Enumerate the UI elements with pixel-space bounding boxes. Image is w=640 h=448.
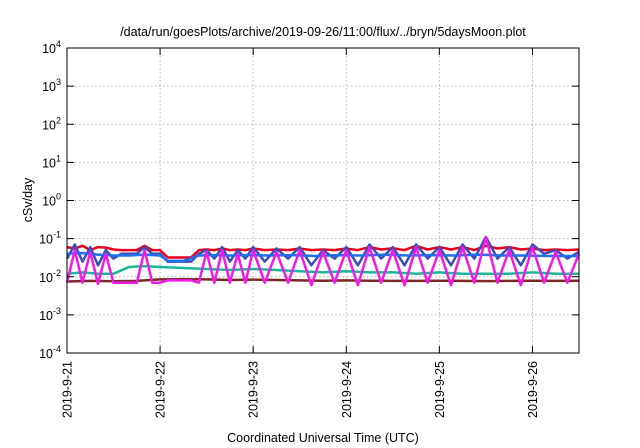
x-tick-label: 2019-9-23 xyxy=(247,361,261,418)
x-axis: 2019-9-21 2019-9-22 2019-9-23 2019-9-24 2019… xyxy=(61,48,540,418)
series-line-6 xyxy=(65,235,581,287)
series-line-3 xyxy=(66,251,579,263)
series-line-2 xyxy=(65,235,580,267)
series-group xyxy=(65,235,581,287)
x-tick-label: 2019-9-25 xyxy=(433,361,447,418)
x-tick-label: 2019-9-24 xyxy=(340,361,354,418)
y-tick-label: 10-1 xyxy=(39,230,61,247)
y-axis: 104 103 102 101 100 10-1 10-2 10-3 10-4 xyxy=(39,39,579,361)
y-tick-label: 10-3 xyxy=(39,306,61,323)
grid xyxy=(67,48,579,353)
y-tick-label: 103 xyxy=(42,77,61,94)
chart-title: /data/run/goesPlots/archive/2019-09-26/1… xyxy=(120,25,526,39)
x-axis-label: Coordinated Universal Time (UTC) xyxy=(227,431,419,445)
y-axis-label: cSv/day xyxy=(21,177,35,222)
x-tick-label: 2019-9-21 xyxy=(61,361,75,418)
y-tick-label: 101 xyxy=(42,153,61,170)
y-tick-label: 102 xyxy=(42,115,61,132)
series-line-5 xyxy=(66,277,580,283)
y-tick-label: 10-2 xyxy=(39,268,61,285)
y-tick-label: 10-4 xyxy=(39,344,61,361)
x-tick-label: 2019-9-22 xyxy=(154,361,168,418)
series-line-4 xyxy=(66,264,579,275)
x-tick-label: 2019-9-26 xyxy=(526,361,540,418)
y-tick-label: 104 xyxy=(42,39,61,56)
y-tick-label: 100 xyxy=(42,192,61,209)
